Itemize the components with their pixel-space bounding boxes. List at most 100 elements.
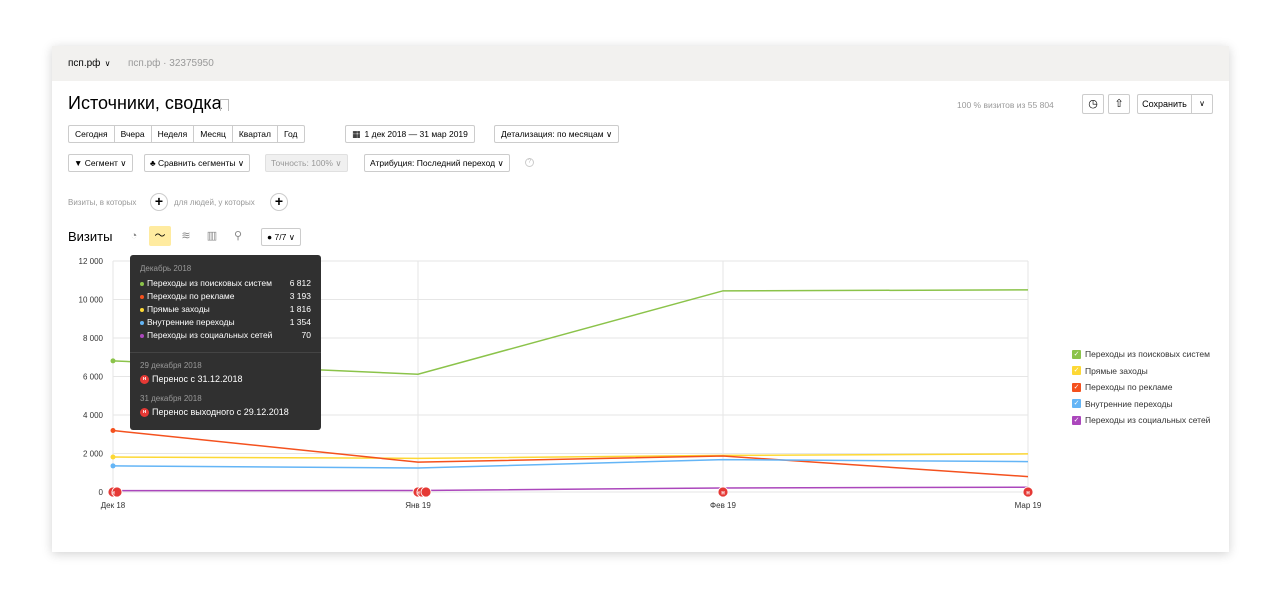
series-line [112, 453, 1029, 460]
tooltip-row: Внутренние переходы 1 354 [140, 317, 311, 330]
tooltip-row-value: 1 354 [289, 317, 311, 327]
period-year[interactable]: Год [276, 125, 305, 143]
period-yesterday[interactable]: Вчера [113, 125, 152, 143]
attribution-dropdown[interactable]: Атрибуция: Последний переход ∨ [364, 154, 510, 172]
tooltip-divider [130, 352, 321, 353]
holiday-marker [717, 486, 729, 498]
series-dot [140, 334, 144, 338]
add-visit-condition-button[interactable]: + [150, 193, 168, 211]
chevron-down-icon: ∨ [288, 232, 295, 242]
series-dot [140, 295, 144, 299]
clock-icon: ◷ [1088, 98, 1098, 110]
series-line [112, 458, 1029, 469]
attribution-label: Атрибуция: Последний переход [370, 158, 496, 168]
chart-legend: ✓ Переходы из поисковых систем ✓ Прямые за… [1072, 346, 1210, 429]
area-chart-icon[interactable]: ≋ [181, 230, 191, 242]
info-icon[interactable]: ? [525, 158, 534, 167]
checkbox-icon: ✓ [1072, 415, 1081, 425]
map-icon[interactable]: ⚲ [233, 230, 243, 242]
people-condition-label: для людей, у которых [174, 198, 255, 207]
legend-label: Переходы из социальных сетей [1085, 415, 1211, 426]
series-point [110, 358, 116, 364]
y-tick-label: 2 000 [83, 450, 104, 459]
tooltip-row-value: 70 [301, 330, 311, 340]
tooltip-row: Переходы по рекламе 3 193 [140, 291, 311, 304]
period-today[interactable]: Сегодня [68, 125, 115, 143]
history-button[interactable]: ◷ [1082, 94, 1104, 114]
visits-share: 100 % визитов из 55 804 [957, 100, 1054, 110]
legend-label: Прямые заходы [1085, 365, 1148, 376]
export-button[interactable]: ⇧ [1108, 94, 1130, 114]
period-selector: Сегодня Вчера Неделя Месяц Квартал Год [68, 125, 305, 143]
holiday-marker-label: н [111, 491, 115, 497]
legend-item[interactable]: ✓ Переходы из социальных сетей [1072, 412, 1210, 429]
holiday-date: 31 декабря 2018 [140, 394, 202, 403]
segment-label: Сегмент [84, 158, 118, 168]
period-quarter[interactable]: Квартал [231, 125, 278, 143]
counter-bar: псп.рф ∨ псп.рф · 32375950 [52, 46, 1229, 81]
series-selector[interactable]: ● 7/7 ∨ [261, 228, 301, 246]
chevron-down-icon: ∨ [237, 158, 245, 168]
tooltip-row-name: Переходы из поисковых систем [147, 278, 272, 288]
series-line [112, 486, 1029, 492]
holiday-icon: н [140, 408, 149, 418]
holiday-marker-label: н [1026, 491, 1030, 497]
legend-label: Переходы из поисковых систем [1085, 349, 1210, 360]
series-point [110, 463, 116, 469]
x-tick-label: Фев 19 [710, 501, 736, 510]
accuracy-button: Точность: 100% ∨ [265, 154, 348, 172]
compare-label: Сравнить сегменты [157, 158, 236, 168]
chevron-down-icon: ∨ [102, 59, 111, 68]
y-tick-label: 0 [99, 488, 104, 497]
holiday-marker-label: н [721, 491, 725, 497]
tooltip-row-value: 3 193 [289, 291, 311, 301]
pie-chart-icon[interactable]: ◔ [130, 230, 138, 242]
tooltip-row-name: Переходы по рекламе [147, 291, 235, 301]
filter-icon: ▼ [74, 158, 83, 168]
tooltip-row-name: Переходы из социальных сетей [147, 330, 273, 340]
compare-icon: ♣ [150, 158, 156, 168]
tooltip-row: Переходы из поисковых систем 6 812 [140, 278, 311, 291]
site-name: псп.рф [68, 58, 101, 69]
compare-segments-button[interactable]: ♣ Сравнить сегменты ∨ [144, 154, 251, 172]
y-tick-label: 8 000 [83, 334, 104, 343]
detail-dropdown[interactable]: Детализация: по месяцам ∨ [494, 125, 620, 143]
date-range-label: 1 дек 2018 — 31 мар 2019 [364, 129, 468, 139]
chevron-down-icon: ∨ [605, 129, 613, 139]
save-menu-button[interactable]: ∨ [1191, 94, 1213, 114]
counter-id: псп.рф · 32375950 [128, 58, 214, 69]
tooltip-row-value: 6 812 [289, 278, 311, 288]
period-month[interactable]: Месяц [193, 125, 233, 143]
legend-item[interactable]: ✓ Переходы из поисковых систем [1072, 346, 1210, 363]
period-week[interactable]: Неделя [150, 125, 195, 143]
tooltip-row: Переходы из социальных сетей 70 [140, 330, 311, 343]
site-selector[interactable]: псп.рф ∨ [68, 58, 110, 69]
chevron-down-icon: ∨ [335, 158, 342, 168]
holiday-name: Перенос с 31.12.2018 [152, 374, 243, 384]
chevron-down-icon: ∨ [120, 158, 127, 168]
add-people-condition-button[interactable]: + [270, 193, 288, 211]
tooltip-row-value: 1 816 [289, 304, 311, 314]
segment-button[interactable]: ▼ Сегмент ∨ [68, 154, 133, 172]
y-tick-label: 6 000 [83, 373, 104, 382]
checkbox-icon: ✓ [1072, 349, 1081, 359]
comment-icon: ● [267, 232, 273, 242]
checkbox-icon: ✓ [1072, 366, 1081, 376]
legend-item[interactable]: ✓ Внутренние переходы [1072, 396, 1210, 413]
legend-item[interactable]: ✓ Переходы по рекламе [1072, 379, 1210, 396]
chart-tooltip: Декабрь 2018 Переходы из поисковых систе… [130, 255, 321, 430]
legend-label: Внутренние переходы [1085, 398, 1173, 409]
date-range-button[interactable]: ▦ 1 дек 2018 — 31 мар 2019 [345, 125, 475, 143]
series-line [112, 429, 1029, 478]
line-chart-icon[interactable]: 〜 [149, 226, 171, 246]
holiday-marker-label: н [416, 491, 420, 497]
bookmark-icon[interactable] [220, 99, 229, 111]
accuracy-label: Точность: 100% [271, 158, 333, 168]
visits-line-chart: 0 2 000 4 000 6 000 8 000 10 000 12 000 Дек 18 Я… [79, 257, 1042, 510]
holiday-name: Перенос выходного с 29.12.2018 [152, 407, 289, 417]
bar-chart-icon[interactable]: ▥ [206, 230, 218, 242]
save-button[interactable]: Сохранить [1137, 94, 1192, 114]
legend-item[interactable]: ✓ Прямые заходы [1072, 363, 1210, 380]
holiday-item: н Перенос с 31.12.2018 [140, 374, 243, 385]
checkbox-icon: ✓ [1072, 382, 1081, 392]
